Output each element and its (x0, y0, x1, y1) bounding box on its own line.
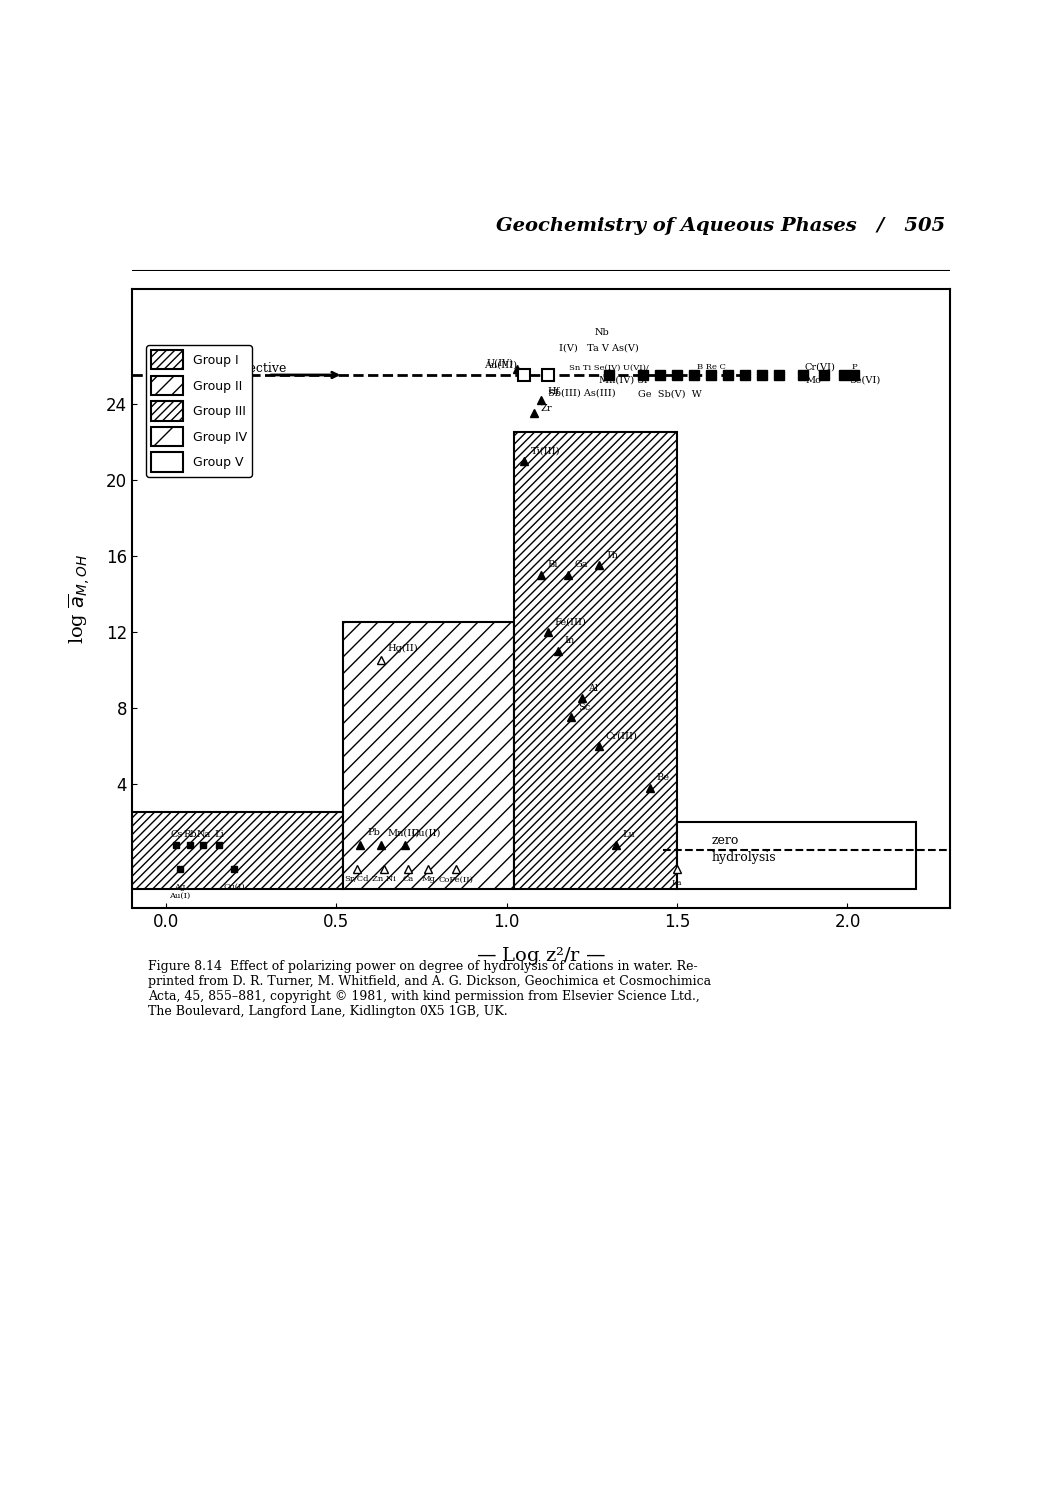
Text: Au(III): Au(III) (484, 360, 517, 369)
Text: Pb: Pb (367, 828, 380, 837)
Y-axis label: log $\overline{a}_{M,OH}$: log $\overline{a}_{M,OH}$ (66, 553, 92, 644)
Text: Bi: Bi (548, 559, 558, 569)
Text: Ag
Au(I): Ag Au(I) (169, 882, 190, 900)
Text: Sr/Cd: Sr/Cd (345, 875, 369, 884)
Text: Th: Th (606, 550, 618, 559)
Text: Lu: Lu (622, 831, 635, 838)
Text: I(V)   Ta V As(V): I(V) Ta V As(V) (559, 344, 638, 353)
Text: Zr: Zr (541, 404, 553, 413)
Text: Na: Na (196, 831, 211, 838)
Text: Li: Li (214, 831, 224, 838)
Text: Mn(IV) Si: Mn(IV) Si (598, 375, 647, 385)
X-axis label: $—$ Log z²/r $—$: $—$ Log z²/r $—$ (476, 944, 606, 967)
Text: Rb: Rb (183, 831, 196, 838)
Text: Cr(VI): Cr(VI) (805, 362, 836, 371)
Text: Mo: Mo (805, 375, 821, 385)
Text: Ga: Ga (575, 559, 589, 569)
Text: Hg(II): Hg(II) (387, 644, 418, 653)
Bar (677, 822, 916, 888)
Text: Cu(II): Cu(II) (411, 828, 441, 837)
Text: P: P (851, 363, 857, 371)
Text: Figure 8.14  Effect of polarizing power on degree of hydrolysis of cations in wa: Figure 8.14 Effect of polarizing power o… (148, 959, 711, 1018)
Text: Zn Ni: Zn Ni (372, 875, 396, 884)
Text: hydrolysis: hydrolysis (711, 851, 775, 864)
Text: Ge  Sb(V)  W: Ge Sb(V) W (638, 389, 702, 398)
Text: Fe(III): Fe(III) (554, 617, 587, 626)
Text: Mg: Mg (421, 875, 436, 884)
Text: Geochemistry of Aqueous Phases   /   505: Geochemistry of Aqueous Phases / 505 (496, 217, 945, 235)
Text: Sb(III) As(III): Sb(III) As(III) (548, 389, 615, 398)
Text: Ti(III): Ti(III) (531, 446, 560, 455)
Bar (132, 813, 343, 888)
Text: B Re C: B Re C (696, 363, 726, 371)
Text: Hf: Hf (548, 388, 560, 397)
Text: Se(VI): Se(VI) (848, 375, 880, 385)
Text: CoFe(II): CoFe(II) (438, 875, 473, 884)
Text: Be: Be (656, 774, 670, 783)
Text: zero: zero (711, 834, 738, 847)
Text: Cr(III): Cr(III) (606, 731, 637, 740)
Text: La: La (672, 879, 683, 887)
Text: hydrolysis: hydrolysis (183, 382, 248, 394)
Text: U(IV): U(IV) (486, 359, 514, 368)
Bar (343, 623, 514, 888)
Text: Al: Al (589, 683, 598, 692)
Text: limit of effective: limit of effective (183, 362, 286, 375)
Text: Mn(II): Mn(II) (387, 828, 420, 837)
Text: Cu(I): Cu(I) (224, 882, 245, 891)
Text: Sn Ti Se(IV) U(VI)/: Sn Ti Se(IV) U(VI)/ (569, 363, 649, 371)
Legend: Group I, Group II, Group III, Group IV, Group V: Group I, Group II, Group III, Group IV, … (147, 345, 252, 477)
Text: Sc: Sc (578, 703, 591, 712)
Bar (514, 433, 677, 888)
Text: Cs: Cs (170, 831, 183, 838)
Text: Ca: Ca (402, 875, 414, 884)
Text: Nb: Nb (595, 329, 610, 338)
Text: In: In (564, 636, 575, 645)
